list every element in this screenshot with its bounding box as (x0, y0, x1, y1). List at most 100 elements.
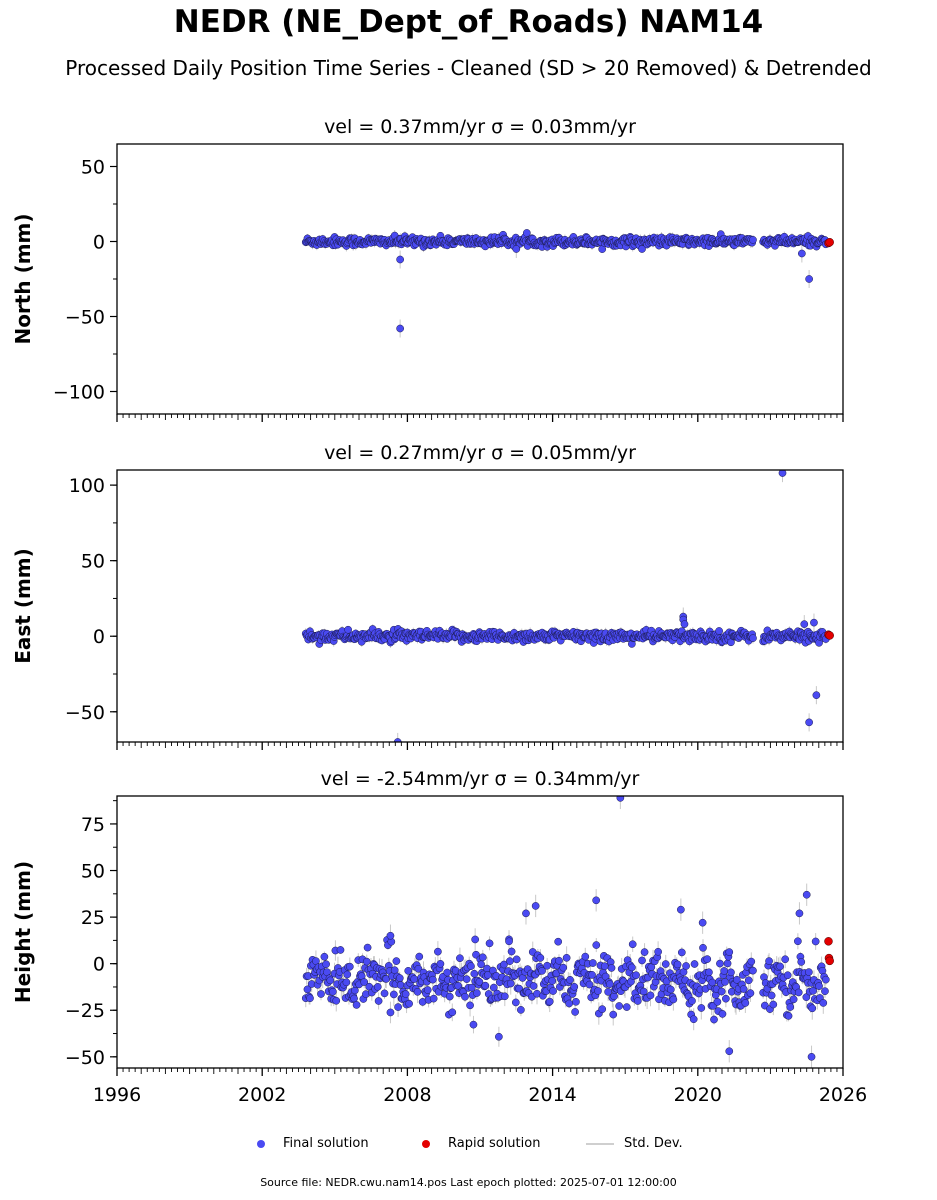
x-tick-label: 2014 (528, 1084, 576, 1106)
y-tick-label: 0 (93, 232, 105, 254)
y-tick-label: 100 (69, 475, 105, 497)
final-solution-point (469, 1020, 478, 1029)
final-solution-point (351, 986, 359, 995)
rapid-solution-point (825, 238, 834, 247)
final-solution-point (661, 960, 670, 968)
panel-title: vel = 0.37mm/yr σ = 0.03mm/yr (324, 116, 636, 138)
final-solution-point (448, 1008, 457, 1017)
final-solution-point (594, 987, 602, 995)
final-solution-point (715, 627, 723, 635)
rapid-solution-point (824, 937, 833, 946)
final-solution-point (345, 962, 354, 971)
final-solution-point (429, 994, 438, 1003)
final-solution-point (548, 977, 557, 985)
final-solution-point (392, 957, 401, 965)
final-solution-point (374, 997, 383, 1005)
final-solution-point (805, 968, 813, 976)
final-solution-point (810, 618, 818, 627)
final-solution-point (545, 997, 554, 1006)
y-tick-label: 75 (81, 814, 105, 836)
final-solution-point (386, 931, 395, 940)
final-solution-point (778, 470, 787, 477)
final-solution-point (615, 1002, 624, 1010)
final-solution-point (708, 978, 717, 987)
final-solution-point (467, 962, 475, 970)
final-solution-point (445, 992, 454, 1001)
final-solution-point (741, 999, 750, 1007)
final-solution-point (646, 991, 655, 1000)
final-solution-point (710, 1015, 718, 1024)
final-solution-point (571, 1008, 579, 1016)
final-solution-point (566, 975, 574, 984)
final-solution-point (718, 1010, 727, 1018)
legend-label-sd: Std. Dev. (624, 1136, 683, 1151)
final-solution-point (746, 989, 755, 997)
final-solution-point (794, 988, 803, 997)
final-solution-point (673, 960, 682, 969)
final-solution-point (389, 990, 398, 999)
final-solution-point (572, 997, 580, 1006)
y-tick-label: 50 (81, 551, 105, 573)
final-solution-point (797, 958, 806, 966)
final-solution-point (320, 952, 329, 961)
final-solution-point (512, 245, 521, 253)
panel-1: 50 0 −50 −100 vel = 0.37mm/yr σ = 0.03mm/yr N… (11, 116, 844, 422)
final-solution-point (800, 620, 809, 628)
final-solution-point (538, 966, 546, 975)
final-solution-point (720, 967, 729, 975)
final-solution-point (697, 1004, 706, 1012)
final-solution-point (713, 998, 722, 1006)
final-solution-point (808, 1004, 817, 1013)
final-solution-point (462, 975, 471, 983)
y-axis-label: North (mm) (11, 213, 35, 344)
final-solution-point (396, 981, 405, 989)
data-layer (301, 229, 834, 338)
rapid-solution-marker (422, 1139, 430, 1148)
final-solution-point (393, 738, 402, 742)
final-solution-point (722, 994, 730, 1003)
final-solution-point (471, 935, 480, 944)
final-solution-point (622, 1003, 631, 1011)
final-solution-point (798, 249, 806, 258)
final-solution-point (744, 976, 753, 985)
final-solution-point (549, 987, 557, 995)
final-solution-point (632, 971, 640, 980)
final-solution-point (784, 1012, 793, 1020)
panel-title: vel = 0.27mm/yr σ = 0.05mm/yr (324, 442, 636, 464)
legend: Final solution Rapid solution Std. Dev. (0, 1136, 937, 1158)
final-solution-point (505, 937, 513, 946)
final-solution-point (616, 796, 625, 802)
final-solution-point (380, 989, 389, 998)
final-solution-point (781, 955, 790, 964)
final-solution-point (688, 997, 696, 1005)
final-solution-point (794, 937, 802, 946)
final-solution-point (811, 937, 820, 946)
chart-subtitle: Processed Daily Position Time Series - C… (65, 56, 872, 80)
x-tick-label: 2002 (238, 1084, 286, 1106)
y-axis-label: East (mm) (11, 548, 35, 664)
final-solution-point (405, 999, 413, 1008)
y-tick-label: −50 (65, 307, 105, 329)
final-solution-point (350, 994, 358, 1003)
final-solution-point (802, 993, 811, 1002)
final-solution-point (428, 975, 437, 984)
final-solution-point (554, 937, 563, 946)
final-solution-point (362, 957, 371, 966)
final-solution-point (475, 978, 484, 986)
final-solution-point (466, 1001, 474, 1010)
final-solution-point (489, 983, 498, 992)
final-solution-point (581, 952, 590, 961)
final-solution-point (363, 943, 372, 952)
final-solution-point (588, 971, 596, 979)
final-solution-point (605, 980, 614, 988)
final-solution-point (807, 1052, 816, 1061)
plot-frame (116, 143, 844, 415)
chart-title: NEDR (NE_Dept_of_Roads) NAM14 (173, 4, 764, 40)
y-tick-label: −25 (65, 1000, 105, 1022)
final-solution-point (749, 634, 757, 642)
final-solution-point (506, 979, 515, 988)
final-solution-point (640, 948, 649, 956)
final-solution-point (607, 964, 616, 972)
final-solution-point (473, 989, 481, 997)
final-solution-point (733, 975, 741, 984)
